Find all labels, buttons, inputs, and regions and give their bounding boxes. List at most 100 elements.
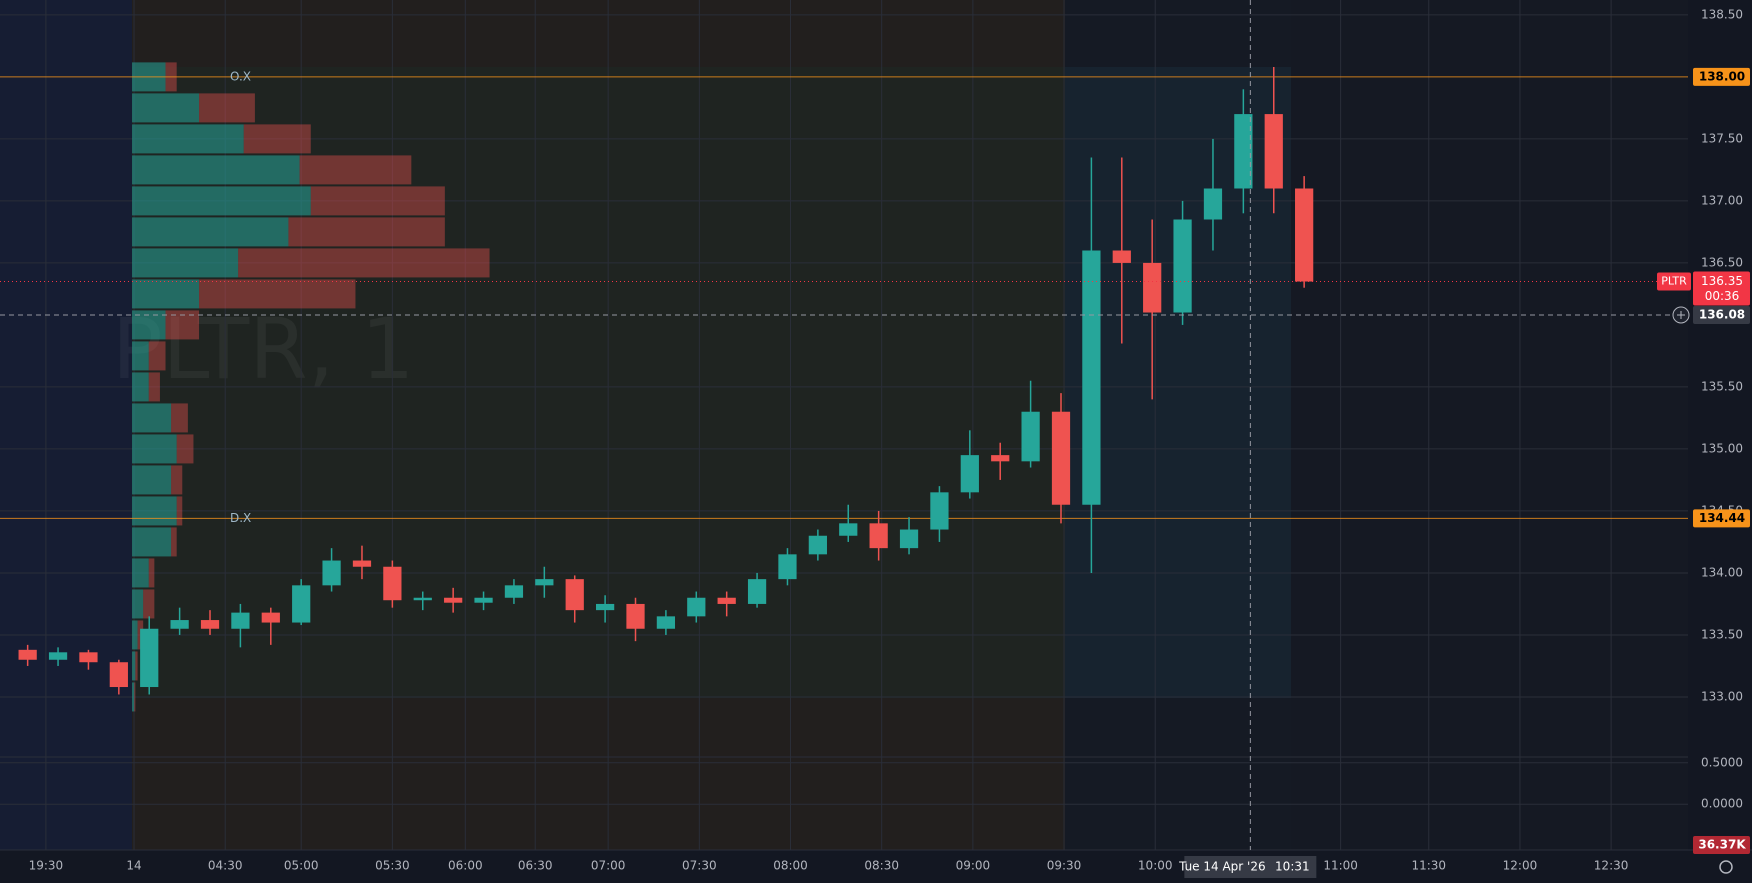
crosshair-date: Tue 14 Apr '26	[1178, 860, 1266, 874]
x-tick-label: 04:30	[208, 859, 243, 873]
candle-body	[656, 616, 676, 629]
profile-sell	[148, 558, 155, 588]
profile-buy	[132, 527, 172, 557]
candle-body	[231, 612, 250, 629]
y-tick-label: 133.50	[1701, 627, 1743, 641]
profile-buy	[132, 620, 138, 650]
x-tick-label: 12:00	[1503, 859, 1538, 873]
y-tick-label: 136.50	[1701, 255, 1743, 269]
x-tick-label: 08:00	[773, 859, 808, 873]
profile-sell	[143, 589, 155, 619]
y-tick-label: 134.00	[1701, 565, 1743, 579]
profile-buy	[132, 651, 136, 681]
candle-body	[1203, 188, 1223, 220]
lower-tick-label: 0.0000	[1701, 797, 1743, 811]
candle-body	[1112, 250, 1131, 263]
candle-body	[200, 620, 220, 629]
candle-body	[839, 523, 858, 536]
profile-buy	[132, 465, 172, 495]
crosshair-price-badge	[1693, 305, 1750, 324]
candle-body	[261, 612, 280, 623]
crosshair-time-badge	[1184, 856, 1317, 878]
future-area	[1291, 0, 1688, 850]
profile-sell	[135, 651, 138, 681]
candle-body	[565, 579, 584, 611]
candle-body	[687, 597, 706, 617]
last-price-name: PLTR	[1661, 275, 1687, 288]
x-tick-label: 10:00	[1138, 859, 1173, 873]
profile-sell	[238, 248, 490, 278]
candle-body	[79, 652, 98, 663]
candle-body	[899, 529, 919, 549]
candle-body	[930, 492, 949, 530]
candle-body	[474, 597, 493, 603]
candle-body	[1051, 411, 1071, 505]
profile-buy	[132, 93, 200, 123]
candle-body	[1021, 411, 1040, 462]
candle-body	[48, 652, 68, 660]
candle-body	[504, 585, 524, 598]
x-tick-label: 07:30	[682, 859, 717, 873]
profile-sell	[171, 527, 177, 557]
profile-buy	[132, 155, 300, 185]
candle-body	[109, 662, 128, 688]
profile-sell	[310, 186, 445, 216]
profile-buy	[132, 217, 289, 247]
candle-body	[352, 560, 372, 567]
crosshair-price: 136.08	[1699, 307, 1745, 321]
last-price-tag	[1657, 272, 1691, 291]
profile-sell	[176, 496, 183, 526]
last-price-value: 136.35	[1701, 274, 1743, 288]
profile-sell	[288, 217, 445, 247]
profile-buy	[132, 589, 144, 619]
candle-body	[140, 628, 159, 688]
profile-sell	[148, 341, 166, 371]
x-tick-label: 12:30	[1594, 859, 1629, 873]
candle-body	[747, 579, 767, 604]
settings-button[interactable]	[1719, 860, 1733, 874]
candle-body	[444, 597, 463, 603]
level-badge	[1693, 509, 1750, 528]
candle-body	[170, 620, 189, 629]
crosshair-plus-icon	[1677, 310, 1685, 319]
y-tick-label: 135.00	[1701, 441, 1743, 455]
x-tick-label: 09:30	[1047, 859, 1082, 873]
x-tick-label: 09:00	[956, 859, 991, 873]
profile-sell	[171, 403, 188, 433]
x-tick-label: 06:00	[448, 859, 483, 873]
profile-buy	[132, 248, 239, 278]
y-tick-label: 135.50	[1701, 379, 1743, 393]
profile-buy	[132, 279, 200, 309]
candle-body	[869, 523, 888, 549]
candle-body	[626, 603, 645, 629]
candle-body	[322, 560, 341, 586]
profile-buy	[132, 372, 149, 402]
candle-body	[535, 579, 554, 586]
x-tick-label: 05:00	[284, 859, 319, 873]
profile-buy	[132, 341, 149, 371]
lower-tick-label: 0.5000	[1701, 755, 1743, 769]
profile-buy	[132, 434, 177, 464]
candle-body	[18, 649, 37, 660]
level-badge	[1693, 67, 1750, 86]
y-tick-label: 137.00	[1701, 193, 1743, 207]
last-price-badge	[1693, 271, 1750, 306]
profile-sell	[199, 93, 255, 123]
profile-sell	[134, 682, 136, 712]
x-tick-label: 08:30	[864, 859, 899, 873]
candle-body	[1234, 114, 1253, 189]
candle-body	[1295, 188, 1314, 282]
volume-label: 36.37K	[1698, 838, 1746, 852]
profile-buy	[132, 124, 244, 154]
x-tick-label: 11:00	[1323, 859, 1358, 873]
candle-body	[1264, 114, 1283, 189]
x-tick-label: 06:30	[518, 859, 553, 873]
regular-range	[1065, 67, 1291, 698]
crosshair-time: 10:31	[1275, 860, 1310, 874]
level-name: D.X	[230, 511, 251, 525]
x-tick-label: 19:30	[29, 859, 64, 873]
candle-body	[413, 597, 432, 601]
x-tick-label: 05:30	[375, 859, 410, 873]
volume-badge	[1693, 836, 1750, 854]
